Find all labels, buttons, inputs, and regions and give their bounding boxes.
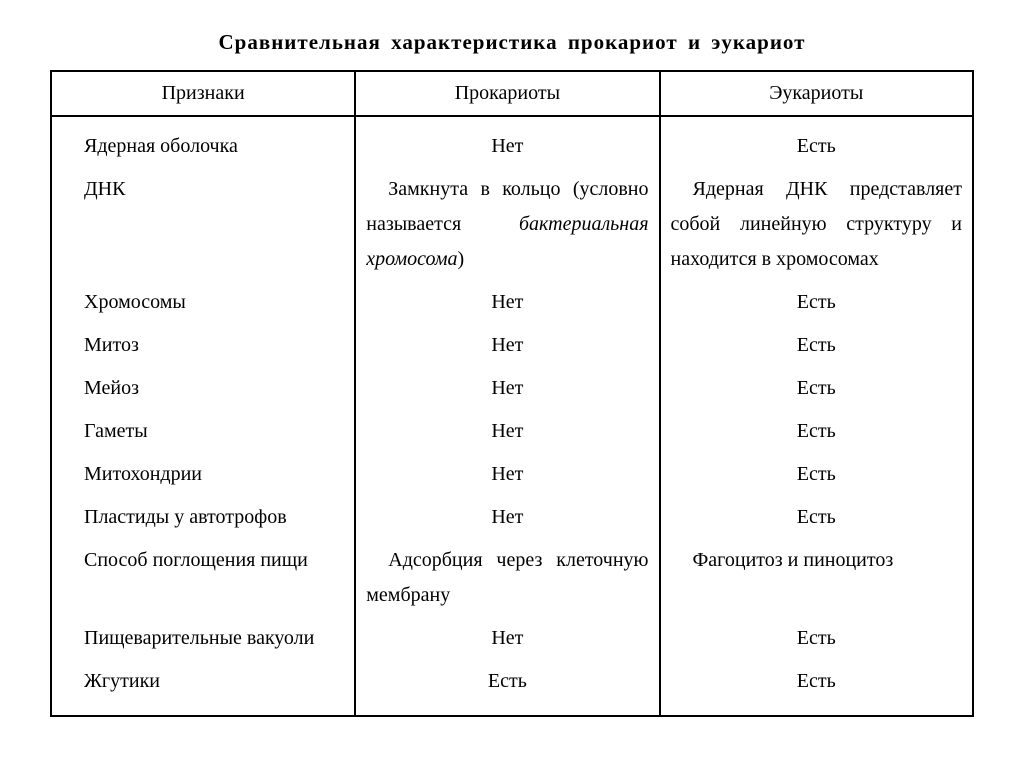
prokaryotes-cell: Нет — [355, 367, 659, 410]
table-row: ХромосомыНетЕсть — [51, 281, 973, 324]
table-header-row: Признаки Прокариоты Эукариоты — [51, 71, 973, 116]
prokaryotes-cell: Адсорбция через кле­точную мембрану — [355, 539, 659, 617]
feature-cell: Митоз — [51, 324, 355, 367]
prokaryotes-cell: Есть — [355, 660, 659, 716]
table-row: МитохондрииНетЕсть — [51, 453, 973, 496]
feature-cell: Способ поглощения пищи — [51, 539, 355, 617]
table-row: Пластиды у автотро­фовНетЕсть — [51, 496, 973, 539]
table-row: МитозНетЕсть — [51, 324, 973, 367]
page-title: Сравнительная характеристика прокариот и… — [50, 30, 974, 55]
eukaryotes-cell: Есть — [660, 617, 974, 660]
table-row: Способ поглощения пищиАдсорбция через кл… — [51, 539, 973, 617]
feature-cell: Пищеварительные ва­куоли — [51, 617, 355, 660]
column-header-feature: Признаки — [51, 71, 355, 116]
feature-cell: Пластиды у автотро­фов — [51, 496, 355, 539]
eukaryotes-cell: Ядерная ДНК пред­ставляет собой линей­ну… — [660, 168, 974, 281]
column-header-eukaryotes: Эукариоты — [660, 71, 974, 116]
eukaryotes-cell: Есть — [660, 453, 974, 496]
prokaryotes-cell: Нет — [355, 617, 659, 660]
feature-cell: Хромосомы — [51, 281, 355, 324]
feature-cell: Жгутики — [51, 660, 355, 716]
feature-cell: Мейоз — [51, 367, 355, 410]
eukaryotes-cell: Есть — [660, 410, 974, 453]
eukaryotes-cell: Есть — [660, 281, 974, 324]
comparison-table: Признаки Прокариоты Эукариоты Ядерная об… — [50, 70, 974, 717]
prokaryotes-cell: Нет — [355, 116, 659, 168]
feature-cell: Гаметы — [51, 410, 355, 453]
eukaryotes-cell: Есть — [660, 496, 974, 539]
table-row: МейозНетЕсть — [51, 367, 973, 410]
table-row: ЖгутикиЕстьЕсть — [51, 660, 973, 716]
table-row: ГаметыНетЕсть — [51, 410, 973, 453]
table-body: Ядерная оболочкаНетЕстьДНКЗамкнута в кол… — [51, 116, 973, 716]
eukaryotes-cell: Есть — [660, 116, 974, 168]
feature-cell: Ядерная оболочка — [51, 116, 355, 168]
feature-cell: Митохондрии — [51, 453, 355, 496]
prokaryotes-cell: Нет — [355, 453, 659, 496]
eukaryotes-cell: Есть — [660, 324, 974, 367]
prokaryotes-cell: Замкнута в кольцо (условно называется ба… — [355, 168, 659, 281]
prokaryotes-cell: Нет — [355, 496, 659, 539]
prokaryotes-cell: Нет — [355, 281, 659, 324]
table-row: Ядерная оболочкаНетЕсть — [51, 116, 973, 168]
eukaryotes-cell: Фагоцитоз и пино­цитоз — [660, 539, 974, 617]
prokaryotes-cell: Нет — [355, 410, 659, 453]
eukaryotes-cell: Есть — [660, 367, 974, 410]
eukaryotes-cell: Есть — [660, 660, 974, 716]
prokaryotes-cell: Нет — [355, 324, 659, 367]
table-row: Пищеварительные ва­куолиНетЕсть — [51, 617, 973, 660]
column-header-prokaryotes: Прокариоты — [355, 71, 659, 116]
feature-cell: ДНК — [51, 168, 355, 281]
table-row: ДНКЗамкнута в кольцо (условно называется… — [51, 168, 973, 281]
